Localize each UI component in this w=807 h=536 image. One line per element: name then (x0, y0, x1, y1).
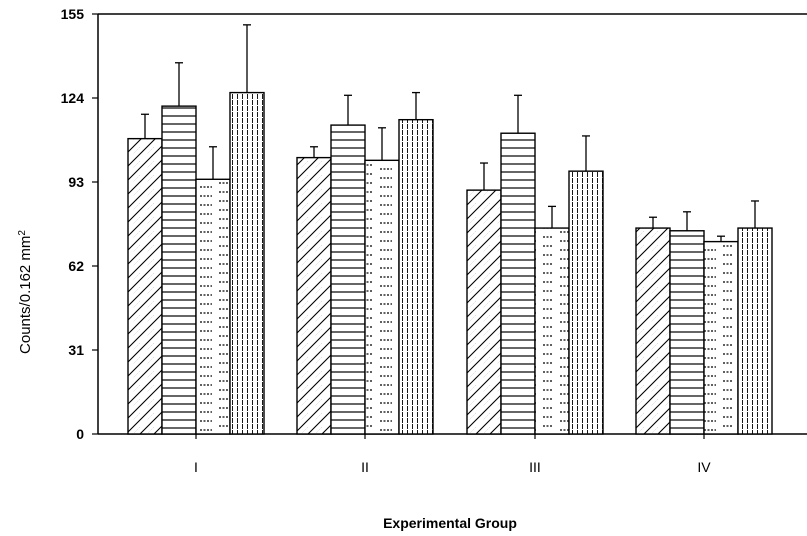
x-tick-label: IV (697, 459, 711, 475)
bar-III-1 (466, 189, 502, 435)
bar-I-4 (229, 91, 265, 435)
bar-IV-2 (669, 230, 705, 435)
x-tick-label: I (194, 459, 198, 475)
bars-layer (127, 24, 773, 435)
bar-I-1 (127, 137, 163, 435)
y-tick-label: 0 (76, 426, 84, 442)
bar-IV-3 (703, 240, 739, 435)
y-axis-title: Counts/0.162 mm2 (17, 230, 35, 354)
bar-group-III (466, 94, 604, 435)
bar-IV-1 (635, 227, 671, 435)
y-axis: 0 31 62 93 124 155 (61, 6, 98, 442)
bar-III-4 (568, 170, 604, 435)
bar-group-II (296, 91, 434, 435)
y-tick-label: 124 (61, 90, 85, 106)
y-tick-label: 31 (68, 342, 84, 358)
y-tick-label: 155 (61, 6, 85, 22)
bar-III-3 (534, 227, 570, 435)
x-tick-label: II (361, 459, 369, 475)
bar-II-3 (364, 159, 400, 435)
bar-II-1 (296, 156, 332, 435)
bar-group-IV (635, 200, 773, 435)
x-axis-labels: I II III IV (194, 434, 711, 475)
bar-III-2 (500, 132, 536, 435)
x-axis-title: Experimental Group (383, 515, 517, 531)
x-tick-label: III (529, 459, 541, 475)
bar-I-3 (195, 178, 231, 435)
y-tick-label: 62 (68, 258, 84, 274)
bar-I-2 (161, 105, 197, 435)
y-tick-label: 93 (68, 174, 84, 190)
bar-IV-4 (737, 227, 773, 435)
bar-II-4 (398, 118, 434, 435)
bar-II-2 (330, 124, 366, 435)
bar-group-I (127, 24, 265, 435)
